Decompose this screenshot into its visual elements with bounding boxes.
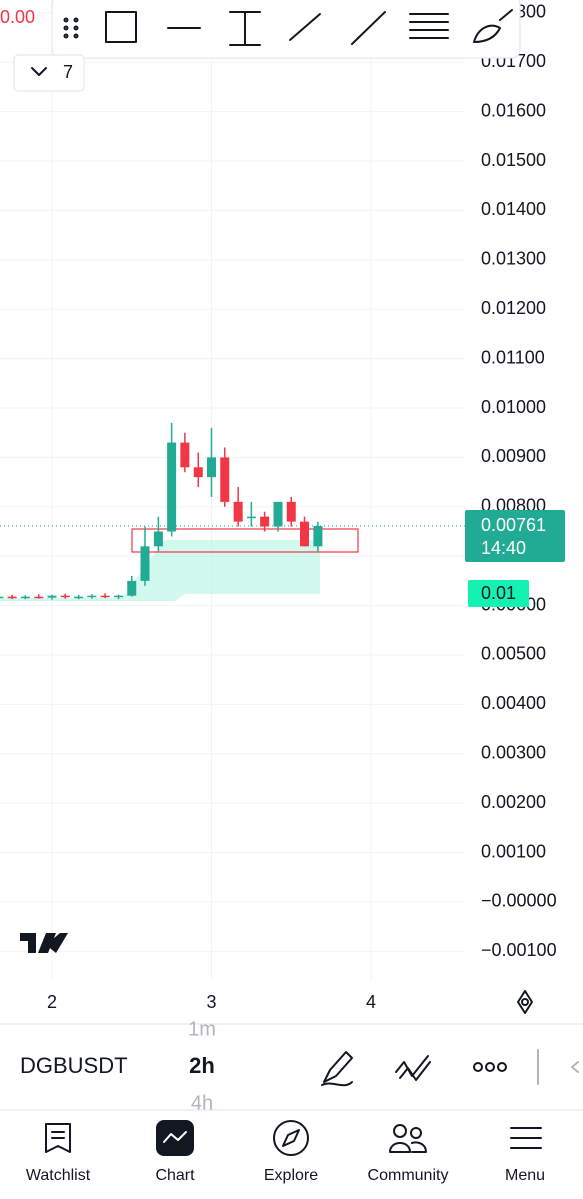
candle-body [7, 596, 17, 599]
nav-label[interactable]: Chart [155, 1167, 195, 1184]
indicator-toggle[interactable] [13, 54, 85, 92]
candle-body [260, 516, 270, 527]
candle-body [34, 596, 44, 599]
ray-tool[interactable] [289, 13, 321, 41]
trend-tool[interactable] [351, 11, 386, 45]
nav-bar: Watchlist Chart Explore Community Menu [26, 1167, 545, 1184]
indicators-icon[interactable] [395, 1055, 431, 1081]
y-tick-label: 0.01300 [481, 249, 546, 269]
rect-tool[interactable] [105, 11, 137, 43]
price-label: 0.00761 [481, 515, 546, 535]
legend-price: 0.00 [0, 7, 35, 27]
range-tool[interactable] [229, 11, 261, 46]
fib-tool[interactable] [409, 13, 449, 39]
candle-body [47, 595, 57, 598]
candle-body [299, 521, 309, 547]
y-tick-label: 0.00900 [481, 446, 546, 466]
y-tick-label: −0.00100 [481, 940, 557, 960]
candle-body [20, 596, 30, 599]
symbol[interactable]: DGBUSDT [20, 1053, 128, 1078]
drawing-toolbar [51, 0, 521, 59]
toolbar-icons [63, 9, 513, 46]
candle-body [207, 457, 217, 478]
nav-icons [45, 1120, 542, 1156]
candle-body [193, 467, 203, 478]
explore-icon[interactable] [273, 1120, 309, 1156]
candle-body [233, 501, 243, 522]
draw-icon[interactable] [321, 1051, 353, 1087]
candle-body [153, 531, 163, 547]
y-tick-label: 0.00500 [481, 644, 546, 664]
candle-body [220, 457, 230, 502]
y-tick-label: 0.01400 [481, 199, 546, 219]
candle-body [100, 595, 110, 598]
x-tick-label: 3 [206, 992, 216, 1012]
menu-icon[interactable] [510, 1127, 542, 1149]
volume-area [0, 540, 320, 601]
drawn-rectangle [131, 528, 359, 553]
candle-body [246, 516, 256, 519]
y-tick-label: 0.00100 [481, 841, 546, 861]
y-tick-label: 0.01100 [481, 347, 545, 367]
symbol-tools [321, 1049, 579, 1087]
plot: 0.018000.017000.016000.015000.014000.013… [0, 0, 557, 1012]
brush-tool[interactable] [473, 9, 513, 43]
y-tick-label: 0.00300 [481, 743, 546, 763]
interval[interactable]: 4h [191, 1092, 213, 1114]
candle-body [60, 595, 70, 598]
countdown: 14:40 [481, 538, 526, 558]
candle-body [87, 595, 97, 598]
settings-icon[interactable] [517, 990, 533, 1014]
y-tick-label: 0.00400 [481, 693, 546, 713]
y-tick-label: −0.00000 [481, 891, 557, 911]
nav-label[interactable]: Menu [505, 1167, 545, 1184]
candle-body [180, 442, 190, 468]
candle-body [286, 501, 296, 522]
y-tick-label: 0.01500 [481, 150, 546, 170]
indicator-count: 7 [63, 62, 73, 82]
x-tick-label: 2 [47, 992, 57, 1012]
candle-body [0, 596, 4, 599]
candle-body [140, 546, 150, 581]
nav-label[interactable]: Community [368, 1167, 449, 1184]
y-tick-label: 0.00200 [481, 792, 546, 812]
y-tick-label: 0.01000 [481, 397, 546, 417]
tv-logo [20, 933, 68, 953]
nav-label[interactable]: Explore [264, 1167, 318, 1184]
x-tick-label: 4 [366, 992, 376, 1012]
marker-label: 0.01 [481, 583, 516, 603]
watchlist-icon[interactable] [45, 1123, 71, 1153]
candles [0, 422, 323, 600]
nav-label[interactable]: Watchlist [26, 1167, 91, 1184]
community-icon[interactable] [393, 1124, 407, 1138]
candle-body [273, 501, 283, 527]
price-label-box [465, 510, 565, 562]
candle-body [167, 442, 177, 532]
chevron [31, 67, 47, 76]
candle-body [313, 526, 323, 547]
interval[interactable]: 1m [188, 1018, 216, 1040]
marker-box [468, 580, 529, 607]
interval[interactable]: 2h [189, 1053, 215, 1078]
candle-body [74, 596, 84, 599]
settings-dot [521, 998, 529, 1006]
y-tick-label: 0.01600 [481, 100, 546, 120]
candle-body [127, 580, 137, 596]
candle-body [114, 595, 124, 598]
y-tick-label: 0.01200 [481, 298, 546, 318]
